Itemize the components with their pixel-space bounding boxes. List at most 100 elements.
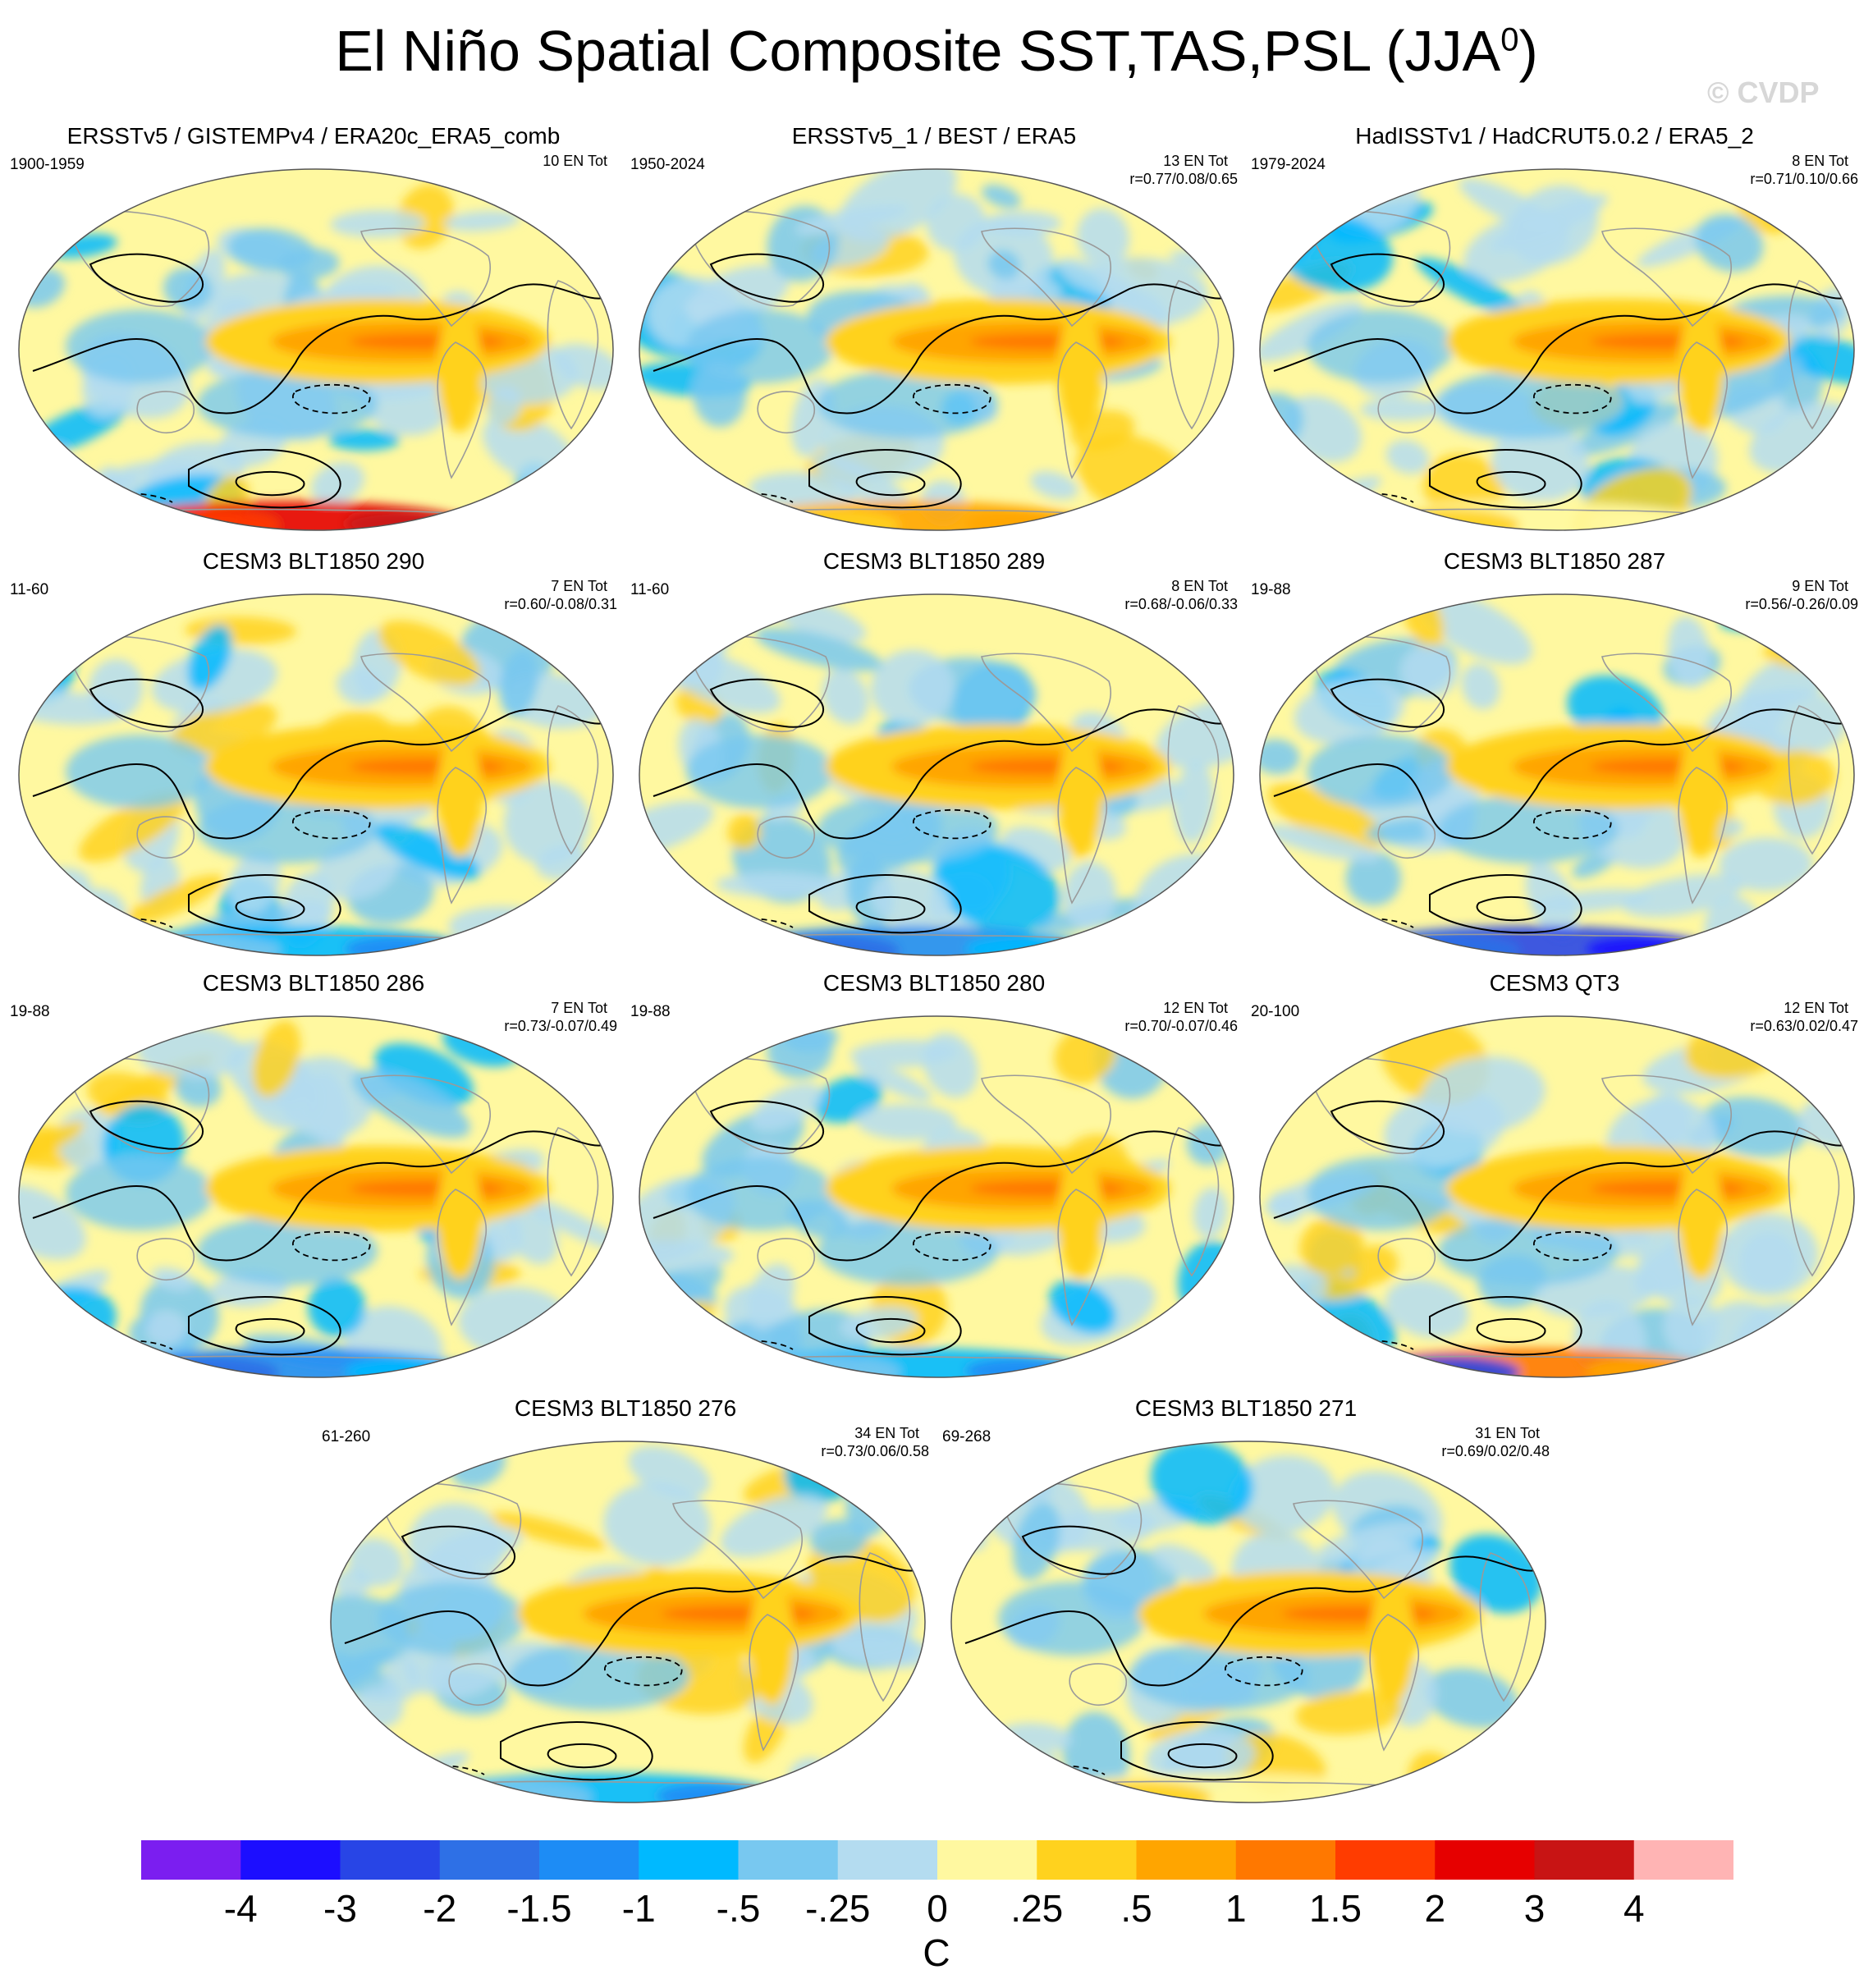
psl-negative-contour	[292, 383, 371, 415]
anomaly-patch	[552, 1016, 613, 1083]
map-border	[1259, 593, 1855, 956]
anomaly-patch	[1421, 1056, 1546, 1135]
psl-contour-north	[709, 253, 824, 303]
psl-contour-north	[89, 1100, 204, 1150]
panel-years: 1950-2024	[630, 156, 705, 173]
composite-map	[639, 168, 1234, 531]
africa-coastline	[547, 705, 599, 855]
panel-title: ERSSTv5_1 / BEST / ERA5	[791, 123, 1077, 149]
colorbar-tick-label: -3	[323, 1887, 357, 1930]
anomaly-patch	[1490, 194, 1609, 253]
indian-ocean-anomaly	[378, 1582, 525, 1656]
north-america-coastline	[672, 1500, 803, 1600]
africa-coastline	[547, 1127, 599, 1277]
map-panel: CESM3 BLT1850 280 19-88 12 EN Tot r=0.70/-0…	[630, 970, 1238, 1381]
anomaly-patch	[519, 1196, 613, 1252]
anomaly-patch	[311, 461, 364, 505]
anomaly-patch	[1461, 663, 1500, 710]
anomaly-patch	[1063, 861, 1116, 930]
anomaly-patch	[371, 1741, 405, 1767]
psl-contour-north	[1021, 1525, 1136, 1575]
panel-years: 19-88	[10, 1003, 50, 1020]
anomaly-patch	[1385, 1279, 1469, 1338]
anomaly-patch	[1295, 1690, 1403, 1735]
anomaly-patch	[1193, 1187, 1228, 1238]
anomaly-patch	[795, 204, 909, 235]
psl-contour-north	[89, 253, 204, 303]
psl-negative-contour	[1533, 808, 1612, 840]
psl-negative-contour	[913, 1230, 991, 1262]
cvdp-watermark: © CVDP	[1707, 76, 1820, 109]
psl-negative-contour	[604, 1656, 683, 1687]
south-america-coastline	[437, 341, 487, 479]
colorbar-tick-label: -1	[621, 1887, 656, 1930]
anomaly-patch	[126, 874, 224, 925]
panel-correlation: r=0.69/0.02/0.48	[1441, 1443, 1550, 1459]
anomaly-patch	[1667, 616, 1710, 689]
psl-positive-contour-inner	[1476, 1317, 1546, 1344]
anomaly-patch	[328, 429, 401, 451]
anomaly-patch	[1367, 1548, 1439, 1584]
south-america-coastline	[1057, 341, 1107, 479]
anomaly-patch	[499, 648, 538, 717]
el-nino-warm-tongue-peak	[1281, 1606, 1437, 1622]
anomaly-patch	[1664, 1295, 1720, 1357]
psl-positive-contour	[32, 1130, 608, 1262]
map-panel: ERSSTv5_1 / BEST / ERA5 1950-2024 13 EN To…	[630, 123, 1238, 534]
psl-positive-contour-south	[188, 449, 341, 509]
colorbar-labels: -4 -3 -2 -1.5 -1 -.5 -.25 0 .25 .5 1 1.5 2 3 4	[0, 1886, 1873, 1944]
composite-map	[950, 1441, 1546, 1803]
south-america-coast-anomaly	[1678, 309, 1724, 433]
panel-event-count: 9 EN Tot	[1792, 578, 1848, 594]
anomaly-patch	[1267, 783, 1385, 850]
psl-negative-contour	[913, 808, 991, 840]
anomaly-patch	[749, 472, 859, 508]
panel-years: 19-88	[1251, 581, 1291, 598]
north-america-coastline	[981, 653, 1111, 753]
colorbar-segment	[837, 1840, 938, 1880]
psl-contour-north	[709, 1100, 824, 1150]
colorbar-segment	[639, 1840, 739, 1880]
map-border	[1259, 168, 1855, 531]
anomaly-patch	[383, 1656, 421, 1701]
south-america-coastline	[1057, 767, 1107, 905]
anomaly-patch	[754, 628, 883, 671]
psl-positive-contour-inner	[855, 1317, 926, 1344]
psl-positive-contour-south	[1429, 874, 1582, 934]
australia-coastline	[757, 391, 816, 434]
psl-positive-contour-inner	[235, 470, 305, 497]
psl-positive-contour-inner	[855, 896, 926, 922]
map-panel: CESM3 QT3 20-100 12 EN Tot r=0.63/0.02/0.47	[1251, 970, 1858, 1381]
composite-map	[1259, 593, 1855, 956]
north-america-coastline	[360, 653, 491, 753]
psl-positive-contour-south	[1120, 1721, 1274, 1781]
el-nino-warm-tongue-peak	[969, 1180, 1125, 1197]
psl-positive-contour	[1273, 1130, 1849, 1262]
psl-positive-contour	[964, 1555, 1541, 1687]
colorbar-segment	[1534, 1840, 1635, 1880]
psl-positive-contour	[653, 708, 1229, 840]
map-border	[950, 1441, 1546, 1803]
anomaly-patch	[337, 666, 383, 705]
psl-positive-contour-inner	[235, 1317, 305, 1344]
anomaly-patch	[553, 902, 613, 934]
anomaly-patch	[79, 792, 186, 862]
anomaly-patch	[987, 250, 1021, 280]
colorbar-segment	[1435, 1840, 1535, 1880]
south-america-coast-anomaly	[1057, 735, 1103, 858]
africa-coastline	[859, 1552, 911, 1702]
map-border	[18, 168, 614, 531]
anomaly-patch	[1449, 1534, 1542, 1614]
indian-ocean-anomaly	[686, 1157, 834, 1230]
panel-years: 69-268	[942, 1428, 991, 1445]
south-america-coastline	[1678, 767, 1728, 905]
map-border	[639, 593, 1234, 956]
psl-positive-contour-south	[808, 874, 962, 934]
anomaly-patch	[330, 209, 425, 238]
north-america-coastline	[1601, 1074, 1732, 1175]
anomaly-patch	[1534, 889, 1651, 913]
composite-map	[1259, 168, 1855, 531]
colorbar-segment	[539, 1840, 639, 1880]
anomaly-patch	[331, 1647, 397, 1702]
psl-positive-contour-south	[188, 1296, 341, 1356]
